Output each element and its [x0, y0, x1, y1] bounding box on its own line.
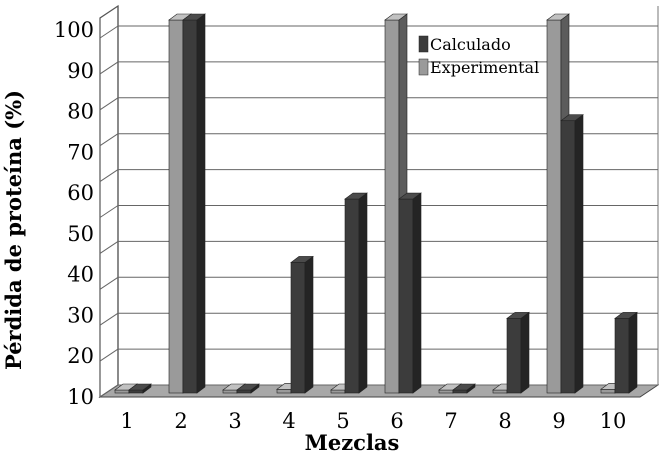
bar-calculado-1 — [128, 383, 152, 394]
y-axis-title: Pérdida de proteína (%) — [1, 90, 26, 370]
legend: Calculado Experimental — [418, 35, 539, 77]
x-tick-label: 9 — [552, 409, 565, 433]
y-tick-label: 80 — [67, 100, 94, 124]
legend-swatch — [418, 58, 429, 76]
bars — [114, 13, 638, 394]
gridline-side — [99, 133, 119, 147]
gridline-side — [99, 97, 119, 111]
bar-calculado-5 — [344, 192, 368, 394]
gridline-side — [99, 348, 119, 362]
bar-calculado-6 — [398, 192, 422, 394]
x-tick-label: 2 — [174, 409, 187, 433]
y-tick-label: 60 — [67, 181, 94, 205]
gridline-side — [99, 276, 119, 290]
bar-calculado-4 — [290, 255, 314, 394]
x-axis-title: Mezclas — [305, 430, 400, 455]
y-tick-label: 50 — [67, 222, 94, 246]
x-tick-label: 10 — [600, 409, 627, 433]
x-tick-label: 3 — [228, 409, 241, 433]
gridline-side — [99, 25, 119, 39]
y-tick-labels: 10 20 30 40 50 60 70 80 90 100 — [54, 18, 94, 409]
y-tick-label: 30 — [67, 303, 94, 327]
side-wall — [99, 4, 119, 399]
x-tick-label: 4 — [282, 409, 295, 433]
x-tick-label: 5 — [336, 409, 349, 433]
gridline-side — [99, 240, 119, 254]
x-tick-label: 8 — [498, 409, 511, 433]
x-tick-label: 1 — [120, 409, 133, 433]
x-tick-label: 6 — [390, 409, 403, 433]
gridline-side — [99, 205, 119, 218]
x-tick-label: 7 — [444, 409, 457, 433]
legend-label: Experimental — [430, 58, 539, 77]
bar-calculado-2 — [182, 13, 206, 394]
x-tick-labels: 1 2 3 4 5 6 7 8 9 10 — [120, 409, 626, 433]
gridline-side — [99, 169, 119, 183]
gridline-side — [99, 61, 119, 75]
bar-calculado-7 — [452, 383, 476, 394]
gridline-side — [99, 312, 119, 326]
y-tick-label: 20 — [67, 344, 94, 368]
y-tick-label: 70 — [67, 140, 94, 164]
y-tick-label: 100 — [54, 18, 94, 42]
bar-calculado-9 — [560, 114, 584, 394]
legend-swatch — [418, 35, 429, 53]
gridline-side — [99, 384, 119, 398]
y-tick-label: 10 — [67, 385, 94, 409]
bar-calculado-10 — [614, 311, 638, 394]
bar-calculado-3 — [236, 383, 260, 394]
bar-calculado-8 — [506, 311, 530, 394]
y-tick-label: 40 — [67, 263, 94, 287]
y-tick-label: 90 — [67, 59, 94, 83]
legend-label: Calculado — [430, 35, 511, 54]
